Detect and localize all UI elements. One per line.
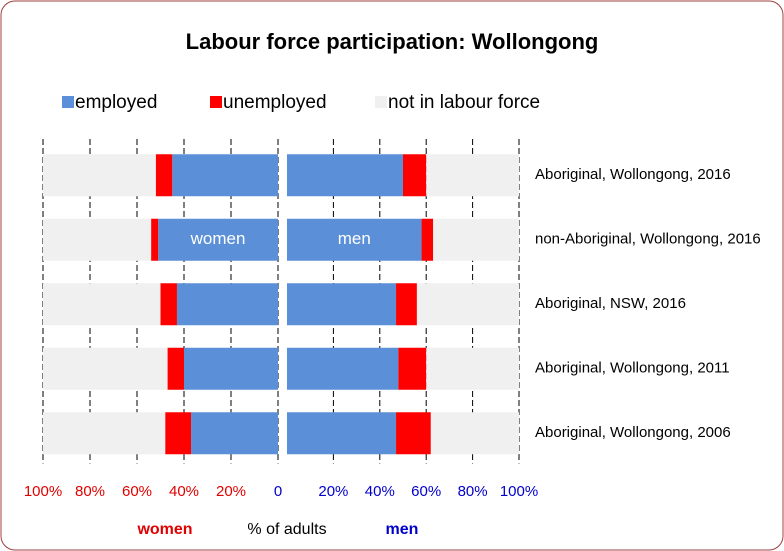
bar xyxy=(287,412,397,455)
x-tick-label: 0 xyxy=(274,483,282,500)
x-tick-label: 20% xyxy=(216,483,246,500)
bar xyxy=(433,218,519,261)
x-tick-label: 80% xyxy=(75,483,105,500)
bar xyxy=(176,283,278,326)
bar xyxy=(421,218,434,261)
side-label: women xyxy=(136,521,192,538)
x-tick-label: 60% xyxy=(411,483,441,500)
bar xyxy=(287,283,397,326)
bar xyxy=(396,412,431,455)
bar-annotation: women xyxy=(190,229,246,248)
bar xyxy=(43,218,152,261)
bar xyxy=(160,283,177,326)
bar xyxy=(287,218,422,261)
bar xyxy=(43,412,166,455)
x-tick-label: 40% xyxy=(365,483,395,500)
bar xyxy=(184,347,278,390)
bar xyxy=(158,218,278,261)
x-tick-label: 20% xyxy=(318,483,348,500)
x-axis-label: % of adults xyxy=(247,521,326,538)
legend-label: employed xyxy=(75,92,157,113)
bar xyxy=(426,154,519,197)
bar xyxy=(287,347,399,390)
bar xyxy=(43,347,168,390)
bar xyxy=(172,154,278,197)
legend-label: unemployed xyxy=(223,92,327,113)
category-label: Aboriginal, Wollongong, 2011 xyxy=(535,360,730,377)
x-tick-label: 100% xyxy=(500,483,538,500)
side-label: men xyxy=(386,521,419,538)
x-tick-label: 60% xyxy=(122,483,152,500)
x-tick-label: 40% xyxy=(169,483,199,500)
category-label: Aboriginal, Wollongong, 2016 xyxy=(535,166,731,183)
legend-label: not in labour force xyxy=(388,92,540,113)
x-tick-label: 100% xyxy=(24,483,62,500)
category-label: Aboriginal, Wollongong, 2006 xyxy=(535,424,731,441)
bar xyxy=(43,154,156,197)
bar xyxy=(191,412,278,455)
category-label: non-Aboriginal, Wollongong, 2016 xyxy=(535,231,761,248)
chart-title: Labour force participation: Wollongong xyxy=(186,29,599,54)
bar xyxy=(398,347,427,390)
bar xyxy=(151,218,159,261)
bar xyxy=(165,412,192,455)
bar xyxy=(167,347,184,390)
bar xyxy=(426,347,519,390)
bar xyxy=(43,283,161,326)
category-label: Aboriginal, NSW, 2016 xyxy=(535,295,686,312)
bar xyxy=(396,283,417,326)
legend-swatch xyxy=(375,96,387,108)
legend-swatch xyxy=(210,96,222,108)
bar xyxy=(287,154,403,197)
x-tick-label: 80% xyxy=(458,483,488,500)
bar-annotation: men xyxy=(338,229,371,248)
bar xyxy=(403,154,427,197)
bar xyxy=(430,412,519,455)
legend-swatch xyxy=(62,96,74,108)
bar xyxy=(416,283,519,326)
bar xyxy=(155,154,173,197)
